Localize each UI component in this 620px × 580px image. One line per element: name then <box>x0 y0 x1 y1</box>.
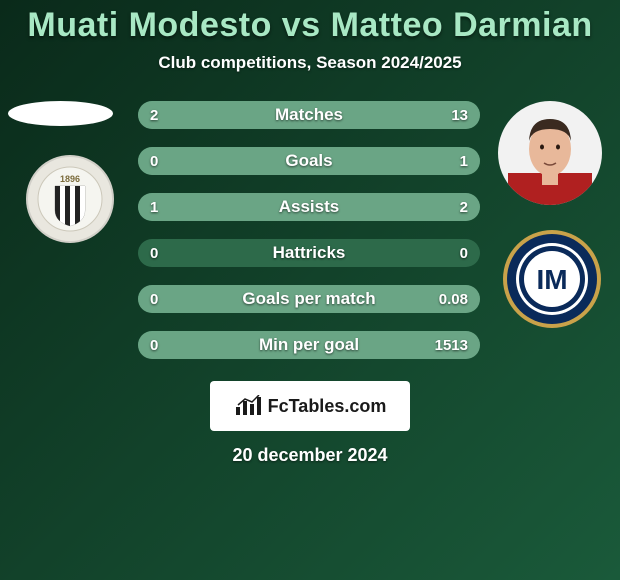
branding-badge: FcTables.com <box>210 381 410 431</box>
udinese-crest-icon: 1896 <box>37 166 103 232</box>
player-right-avatar <box>498 101 602 210</box>
avatar-ellipse <box>8 101 113 126</box>
content-root: Muati Modesto vs Matteo Darmian Club com… <box>0 0 620 580</box>
svg-text:1896: 1896 <box>60 174 80 184</box>
stat-label: Goals <box>138 147 480 175</box>
date-label: 20 december 2024 <box>0 445 620 466</box>
player-portrait-icon <box>498 101 602 205</box>
stat-row: 01513Min per goal <box>138 331 480 359</box>
comparison-chart: 1896 IM 213Matches01Goal <box>0 101 620 371</box>
stat-label: Goals per match <box>138 285 480 313</box>
bar-chart-icon <box>234 395 262 417</box>
stat-row: 00.08Goals per match <box>138 285 480 313</box>
branding-text: FcTables.com <box>268 396 387 417</box>
stat-label: Hattricks <box>138 239 480 267</box>
player-left-crest: 1896 <box>26 155 114 243</box>
stat-label: Min per goal <box>138 331 480 359</box>
svg-text:IM: IM <box>536 264 567 295</box>
inter-crest-icon: IM <box>502 229 602 329</box>
stat-row: 12Assists <box>138 193 480 221</box>
player-left-avatar <box>8 101 113 126</box>
stat-label: Assists <box>138 193 480 221</box>
stat-label: Matches <box>138 101 480 129</box>
stat-row: 01Goals <box>138 147 480 175</box>
player-right-crest: IM <box>502 229 602 334</box>
stat-bars: 213Matches 01Goals 12Assists 00Hattricks 00.… <box>138 101 480 377</box>
page-title: Muati Modesto vs Matteo Darmian <box>0 6 620 45</box>
stat-row: 00Hattricks <box>138 239 480 267</box>
stat-row: 213Matches <box>138 101 480 129</box>
subtitle: Club competitions, Season 2024/2025 <box>0 53 620 73</box>
